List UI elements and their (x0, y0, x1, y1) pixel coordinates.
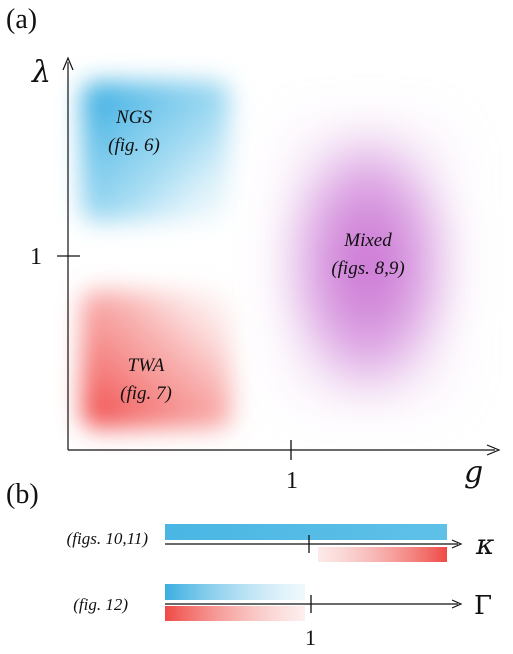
twa-label: TWA (128, 355, 165, 376)
mixed-region (278, 120, 458, 408)
kappa-blue-bar (165, 524, 447, 540)
ngs-label: NGS (115, 107, 152, 128)
x-tick-label: 1 (286, 468, 298, 494)
kappa-axis-symbol: κ (475, 528, 494, 561)
ngs-ref: (fig. 6) (108, 135, 160, 156)
gamma-blue-bar (165, 584, 305, 600)
ngs-region (82, 82, 230, 222)
kappa-red-bar (318, 547, 447, 562)
twa-region (82, 290, 232, 428)
y-axis-arrow-icon (62, 56, 74, 71)
twa-ref: (fig. 7) (120, 383, 172, 404)
kappa-axis-arrow-icon (451, 539, 463, 549)
mixed-label: Mixed (343, 230, 392, 251)
mixed-ref: (figs. 8,9) (331, 258, 404, 279)
x-axis-symbol: g (464, 455, 483, 490)
gamma-axis-arrow-icon (451, 599, 463, 609)
gamma-axis-symbol: Γ (474, 591, 492, 621)
x-axis-arrow-icon (486, 444, 501, 456)
panel-a-label: (a) (6, 4, 37, 35)
panel-b-label: (b) (6, 479, 39, 510)
y-tick-label: 1 (30, 244, 42, 270)
gamma-ref: (fig. 12) (73, 595, 128, 614)
kappa-ref: (figs. 10,11) (67, 529, 149, 548)
gamma-red-bar (165, 606, 305, 621)
y-axis-symbol: λ (31, 55, 51, 90)
panel-b-tick-label: 1 (305, 625, 316, 650)
